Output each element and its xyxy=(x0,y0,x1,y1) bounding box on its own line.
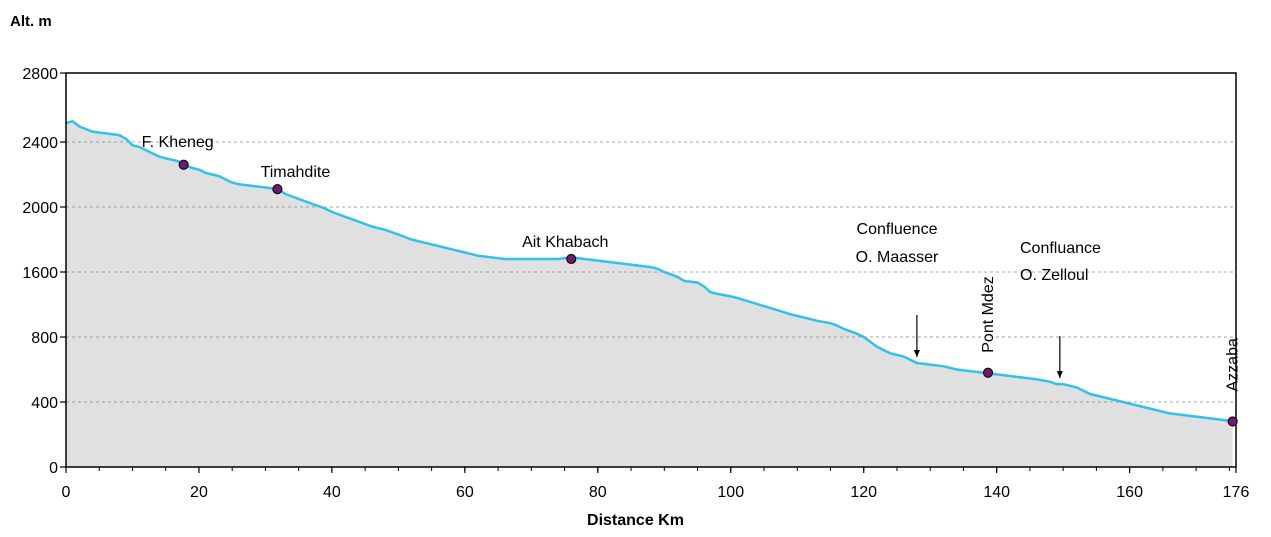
marker-label: Timahdite xyxy=(261,164,331,181)
x-tick-label: 100 xyxy=(717,484,744,501)
y-axis-title: Alt. m xyxy=(10,13,52,30)
x-tick-label: 176 xyxy=(1223,484,1250,501)
location-marker xyxy=(1227,416,1238,427)
profile-area xyxy=(66,121,1233,468)
x-tick-label: 20 xyxy=(190,484,208,501)
x-tick-label: 160 xyxy=(1116,484,1143,501)
marker-label: F. Kheneg xyxy=(142,134,214,151)
marker-label: Azzaba xyxy=(1225,338,1242,391)
location-marker xyxy=(982,367,994,378)
marker-label: Ait Khabach xyxy=(522,234,608,251)
annotation-label: O. Zelloul xyxy=(1020,267,1088,284)
x-tick-label: 80 xyxy=(589,484,607,501)
x-tick-label: 40 xyxy=(323,484,341,501)
y-tick-label: 800 xyxy=(31,330,58,347)
annotation-label: Confluence xyxy=(857,221,938,238)
profile-line xyxy=(65,119,1233,423)
location-marker xyxy=(272,184,283,195)
x-tick-label: 0 xyxy=(62,484,71,501)
annotation-arrow-head xyxy=(913,350,920,357)
x-tick-label: 120 xyxy=(850,484,877,501)
x-tick-label: 60 xyxy=(456,484,474,501)
y-tick-label: 2800 xyxy=(22,66,58,83)
location-marker xyxy=(566,253,577,265)
annotation-label: O. Maasser xyxy=(856,249,939,266)
x-tick-label: 140 xyxy=(983,484,1010,501)
y-tick-label: 2000 xyxy=(22,200,58,217)
y-tick-label: 0 xyxy=(49,460,58,477)
y-tick-label: 2400 xyxy=(22,135,58,152)
y-tick-label: 1600 xyxy=(22,265,58,282)
x-axis-title: Distance Km xyxy=(587,512,684,529)
plot-frame xyxy=(65,72,1237,468)
y-tick-label: 400 xyxy=(31,395,58,412)
annotation-arrow-head xyxy=(1056,371,1063,379)
annotation-label: Confluance xyxy=(1020,240,1101,257)
marker-label: Pont Mdez xyxy=(980,276,997,352)
location-marker xyxy=(178,159,189,170)
